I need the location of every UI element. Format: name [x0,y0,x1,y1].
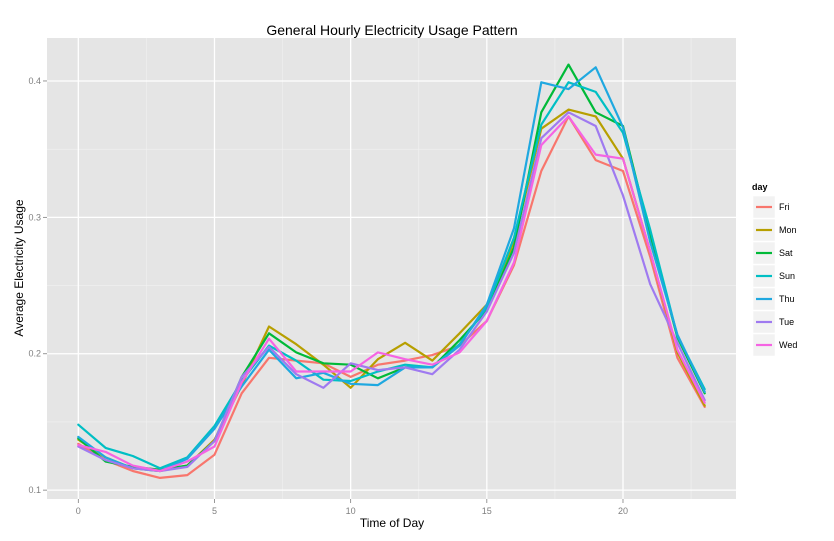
x-tick-label: 15 [482,506,492,516]
legend-item-sat: Sat [752,241,793,265]
y-tick-label: 0.1 [28,485,41,495]
series-line-sat [77,63,706,471]
legend-label: Tue [779,317,794,327]
series-line-thu [77,66,706,473]
plot-panel [47,38,736,499]
legend-label: Mon [779,225,797,235]
x-tick-label: 20 [618,506,628,516]
y-axis-label: Average Electricity Usage [12,199,26,337]
legend-label: Fri [779,202,790,212]
series-line-tue [77,111,706,473]
x-axis-label: Time of Day [360,516,424,530]
legend-title: day [752,182,768,192]
legend-item-thu: Thu [752,287,795,311]
x-tick-label: 10 [346,506,356,516]
x-axis: 0 5 10 15 20 [76,499,628,516]
y-axis: 0.1 0.2 0.3 0.4 [28,76,47,495]
legend-label: Sat [779,248,793,258]
legend-item-sun: Sun [752,264,795,288]
legend-item-wed: Wed [752,333,797,357]
x-tick-label: 5 [212,506,217,516]
series-line-fri [77,115,706,479]
major-gridlines [47,38,736,499]
legend-label: Thu [779,294,795,304]
chart-title: General Hourly Electricity Usage Pattern [266,22,517,38]
legend-item-fri: Fri [752,195,790,219]
legend-item-tue: Tue [752,310,794,334]
legend-item-mon: Mon [752,218,797,242]
y-tick-label: 0.3 [28,212,41,222]
y-tick-label: 0.2 [28,349,41,359]
legend: day Fri Mon Sat Sun Thu Tue Wed [752,182,797,357]
y-tick-label: 0.4 [28,76,41,86]
x-tick-label: 0 [76,506,81,516]
series-lines [77,63,706,479]
minor-gridlines [47,38,736,499]
series-line-wed [77,115,706,473]
legend-items: Fri Mon Sat Sun Thu Tue Wed [752,195,797,357]
legend-label: Wed [779,340,797,350]
legend-label: Sun [779,271,795,281]
